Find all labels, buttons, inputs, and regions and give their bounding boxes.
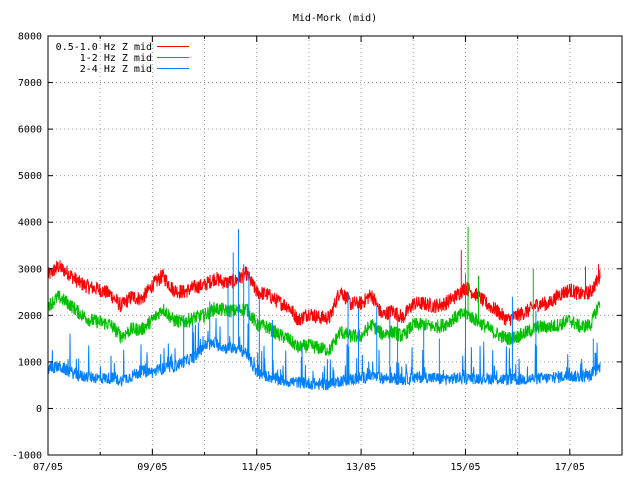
x-tick-label: 09/05 <box>137 462 167 473</box>
grid-lines <box>47 35 623 456</box>
y-tick-label: 4000 <box>18 218 42 229</box>
axis-ticks <box>47 35 623 456</box>
y-tick-label: 3000 <box>18 264 42 275</box>
x-tick-label: 11/05 <box>242 462 272 473</box>
chart-title: Mid-Mork (mid) <box>293 13 377 24</box>
y-tick-label: 5000 <box>18 171 42 182</box>
x-tick-labels: 07/05 09/05 11/05 13/05 15/05 17/05 <box>33 462 585 473</box>
legend-label: 0.5-1.0 Hz Z mid <box>56 42 152 53</box>
x-tick-label: 15/05 <box>450 462 480 473</box>
y-tick-label: 1000 <box>18 357 42 368</box>
y-tick-labels: -1000 0 1000 2000 3000 4000 5000 6000 7000 8000 <box>12 32 42 462</box>
legend-label: 2-4 Hz Z mid <box>80 64 152 75</box>
y-tick-label: 6000 <box>18 125 42 136</box>
legend-label: 1-2 Hz Z mid <box>80 53 152 64</box>
x-tick-label: 17/05 <box>555 462 585 473</box>
y-tick-label: 2000 <box>18 311 42 322</box>
series-layer <box>47 226 601 392</box>
x-tick-label: 07/05 <box>33 462 63 473</box>
x-tick-label: 13/05 <box>346 462 376 473</box>
y-tick-label: -1000 <box>12 451 42 462</box>
y-tick-label: 7000 <box>18 78 42 89</box>
series-line <box>47 290 601 356</box>
series-line <box>47 260 601 326</box>
series-line <box>47 318 601 392</box>
y-tick-label: 8000 <box>18 32 42 43</box>
y-tick-label: 0 <box>36 404 42 415</box>
plot-area-frame <box>47 35 623 456</box>
